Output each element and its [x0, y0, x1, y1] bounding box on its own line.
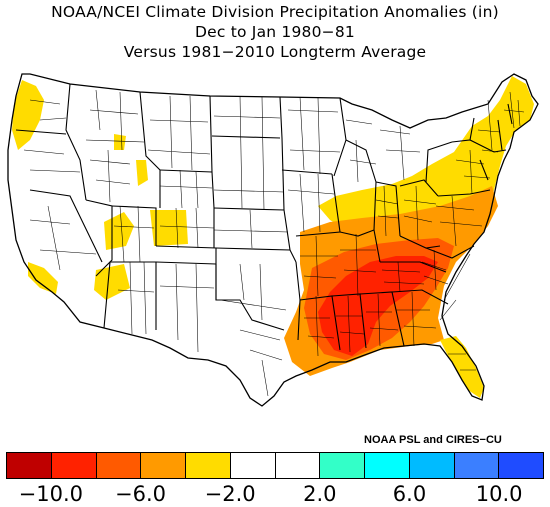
region-nevada-spot	[114, 134, 126, 150]
legend-tick-label: 6.0	[392, 482, 427, 506]
title-line-1: NOAA/NCEI Climate Division Precipitation…	[51, 3, 499, 21]
division-borders	[23, 89, 525, 397]
legend-color-cell	[186, 453, 231, 478]
legend-color-cell	[320, 453, 365, 478]
region-gulf-core	[318, 256, 438, 356]
data-credit: NOAA PSL and CIRES−CU	[364, 434, 502, 446]
region-arizona-spot	[94, 264, 130, 300]
legend-color-cell	[230, 453, 276, 478]
legend-tick-label: 2.0	[303, 482, 337, 506]
region-utah-spot	[104, 212, 134, 250]
region-colorado-spot	[150, 210, 188, 246]
legend-color-cell	[499, 453, 543, 478]
region-cal-coast	[28, 262, 58, 294]
region-idaho-spot	[136, 160, 148, 186]
title-line-2: Dec to Jan 1980−81	[195, 23, 355, 41]
region-pacific-nw	[12, 80, 44, 150]
legend-tick-label: −2.0	[204, 482, 256, 506]
legend-color-cell	[275, 453, 321, 478]
anomaly-regions	[12, 76, 534, 398]
legend-color-cell	[409, 453, 455, 478]
title-line-3: Versus 1981−2010 Longterm Average	[123, 43, 427, 61]
region-florida	[440, 336, 484, 398]
legend-color-cell	[51, 453, 97, 478]
legend-tick-label: −10.0	[18, 482, 84, 506]
legend-color-cell	[365, 453, 410, 478]
us-outline	[7, 73, 539, 407]
state-borders	[15, 83, 513, 351]
us-climate-division-map	[7, 73, 539, 407]
color-legend-bar	[6, 452, 544, 479]
legend-color-cell	[141, 453, 186, 478]
legend-color-cell	[7, 453, 52, 478]
legend-color-cell	[96, 453, 142, 478]
legend-tick-label: 10.0	[475, 482, 523, 506]
legend-tick-label: −6.0	[115, 482, 166, 506]
map-title: NOAA/NCEI Climate Division Precipitation…	[0, 2, 550, 62]
legend-color-cell	[454, 453, 500, 478]
